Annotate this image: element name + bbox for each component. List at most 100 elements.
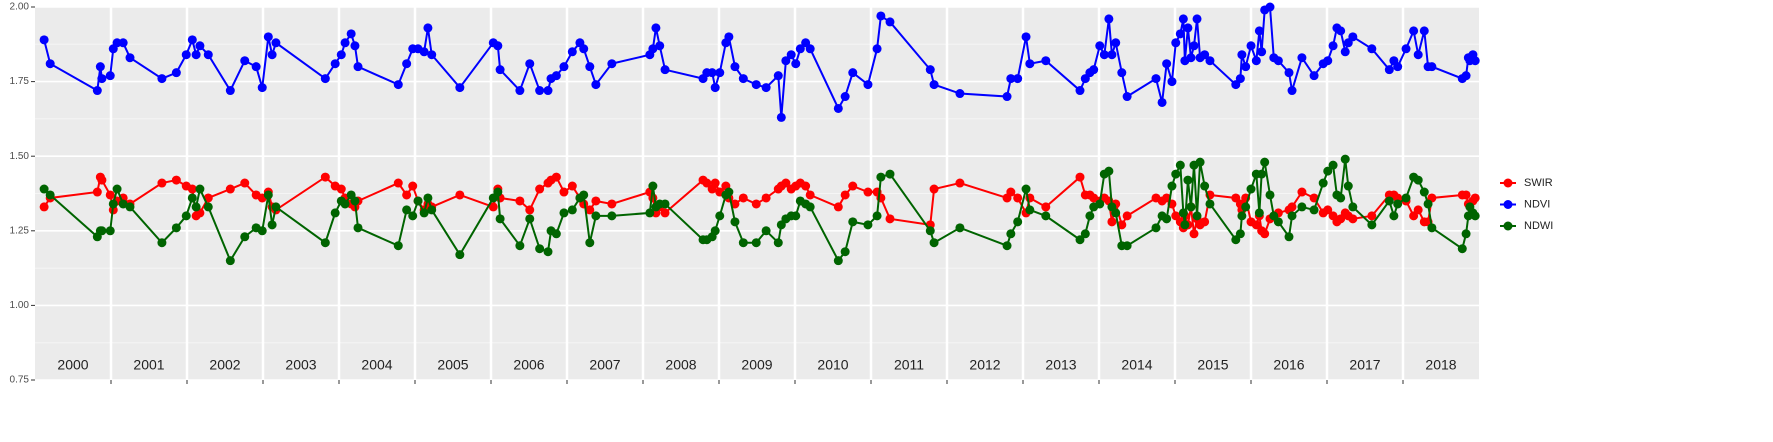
point	[240, 56, 250, 66]
point	[191, 202, 201, 212]
point	[45, 59, 55, 69]
point	[455, 83, 465, 93]
point	[257, 226, 267, 236]
point	[730, 217, 740, 227]
point	[848, 181, 858, 191]
point	[419, 208, 429, 218]
point	[95, 62, 105, 72]
point	[187, 193, 197, 203]
point	[1122, 211, 1132, 221]
year-label: 2014	[1121, 357, 1152, 373]
point	[1389, 211, 1399, 221]
year-label: 2001	[133, 357, 164, 373]
point	[1117, 220, 1127, 230]
point	[1111, 208, 1121, 218]
point	[1200, 181, 1210, 191]
point	[118, 199, 128, 209]
point	[1318, 178, 1328, 188]
point	[181, 211, 191, 221]
point	[225, 86, 235, 96]
point	[1099, 50, 1109, 60]
point	[1186, 202, 1196, 212]
point	[1183, 175, 1193, 185]
point	[1013, 217, 1023, 227]
point	[408, 181, 418, 191]
point	[340, 38, 350, 48]
point	[715, 211, 725, 221]
point	[863, 187, 873, 197]
point	[1367, 220, 1377, 230]
point	[805, 190, 815, 200]
point	[112, 184, 122, 194]
point	[833, 202, 843, 212]
point	[1254, 208, 1264, 218]
point	[801, 181, 811, 191]
point	[340, 199, 350, 209]
point	[707, 68, 717, 78]
point	[187, 184, 197, 194]
point	[320, 172, 330, 182]
point	[157, 178, 167, 188]
point	[1183, 23, 1193, 33]
point	[350, 196, 360, 206]
point	[1384, 65, 1394, 75]
point	[885, 214, 895, 224]
point	[751, 199, 761, 209]
point	[781, 56, 791, 66]
point	[97, 175, 107, 185]
point	[393, 241, 403, 251]
point	[493, 187, 503, 197]
point	[251, 62, 261, 72]
point	[1151, 223, 1161, 233]
point	[929, 80, 939, 90]
point	[751, 238, 761, 248]
point	[271, 202, 281, 212]
legend-label: NDWI	[1524, 220, 1553, 232]
point	[660, 199, 670, 209]
point	[1002, 241, 1012, 251]
point	[1200, 217, 1210, 227]
point	[1393, 199, 1403, 209]
point	[715, 68, 725, 78]
point	[833, 256, 843, 266]
point	[955, 178, 965, 188]
point	[551, 229, 561, 239]
point	[885, 169, 895, 179]
point	[1273, 217, 1283, 227]
point	[1336, 26, 1346, 36]
point	[1085, 211, 1095, 221]
point	[585, 62, 595, 72]
point	[1171, 169, 1181, 179]
point	[1257, 47, 1267, 57]
year-label: 2017	[1349, 357, 1380, 373]
point	[1006, 187, 1016, 197]
point	[108, 199, 118, 209]
point	[1235, 74, 1245, 84]
point	[1393, 62, 1403, 72]
point	[1384, 196, 1394, 206]
y-tick-label: 1.00	[10, 300, 30, 311]
year-label: 2002	[209, 357, 240, 373]
point	[1162, 214, 1172, 224]
point	[1409, 26, 1419, 36]
y-tick-label: 0.75	[10, 375, 30, 386]
point	[408, 211, 418, 221]
point	[1021, 184, 1031, 194]
point	[336, 184, 346, 194]
point	[1002, 92, 1012, 102]
point	[925, 65, 935, 75]
point	[929, 184, 939, 194]
point	[171, 175, 181, 185]
point	[1107, 217, 1117, 227]
point	[353, 223, 363, 233]
point	[710, 226, 720, 236]
point	[795, 44, 805, 54]
point	[320, 74, 330, 84]
point	[1470, 211, 1480, 221]
point	[171, 223, 181, 233]
year-label: 2012	[969, 357, 1000, 373]
point	[393, 80, 403, 90]
point	[848, 68, 858, 78]
point	[1260, 229, 1270, 239]
point	[181, 50, 191, 60]
